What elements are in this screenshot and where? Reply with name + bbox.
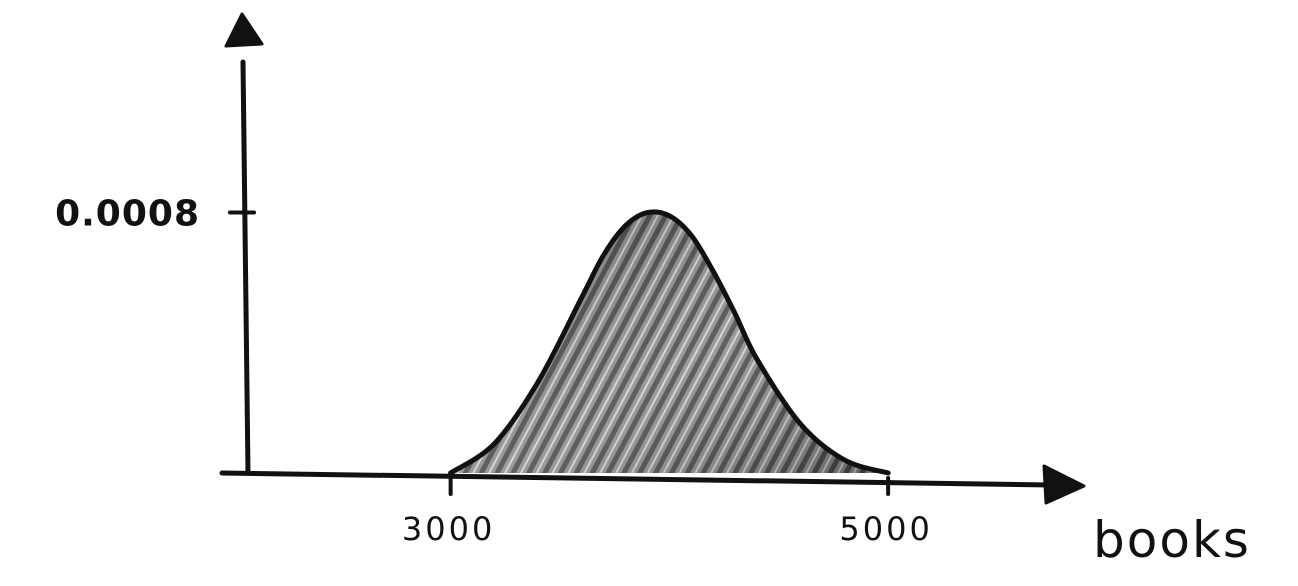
x-axis-arrow [1042, 464, 1086, 505]
y-axis-line [240, 59, 251, 476]
x-tick-label: 3000 [402, 510, 495, 548]
density-area-shading [450, 211, 889, 474]
y-axis-arrow [224, 12, 264, 48]
x-axis-label: books [1093, 511, 1251, 569]
x-tick-label: 5000 [839, 510, 932, 548]
density-curve [448, 209, 891, 476]
x-axis-line [219, 470, 1055, 488]
y-tick-label: 0.0008 [55, 194, 200, 235]
